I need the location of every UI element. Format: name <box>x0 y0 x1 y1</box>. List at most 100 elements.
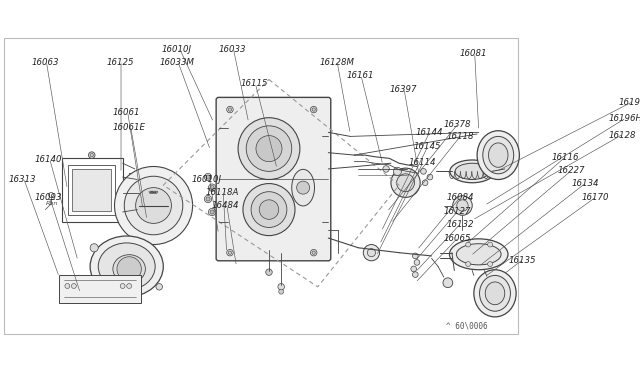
Circle shape <box>228 108 232 111</box>
Text: 16093: 16093 <box>35 193 62 202</box>
Circle shape <box>227 249 233 256</box>
Text: 16134: 16134 <box>572 180 599 189</box>
Bar <box>68 165 115 215</box>
Ellipse shape <box>449 239 508 270</box>
Text: 16128M: 16128M <box>319 58 355 67</box>
Circle shape <box>136 187 172 224</box>
Circle shape <box>466 242 470 247</box>
Text: 16125: 16125 <box>106 58 134 67</box>
Circle shape <box>90 244 99 252</box>
Circle shape <box>210 210 214 214</box>
Text: 16010J: 16010J <box>162 45 191 54</box>
Circle shape <box>420 169 426 174</box>
Ellipse shape <box>99 243 155 290</box>
Ellipse shape <box>477 131 520 180</box>
Text: 16033M: 16033M <box>160 58 195 67</box>
Text: 16140: 16140 <box>35 155 62 164</box>
Text: 16227: 16227 <box>557 167 585 176</box>
Text: 16313: 16313 <box>9 174 36 184</box>
Text: Rbn: Rbn <box>45 201 58 206</box>
Text: 16115: 16115 <box>241 80 268 89</box>
Text: 16170: 16170 <box>582 193 609 202</box>
Circle shape <box>412 272 418 278</box>
Text: 16484: 16484 <box>212 202 239 211</box>
Circle shape <box>259 200 279 219</box>
Circle shape <box>488 262 493 266</box>
Text: 16081: 16081 <box>460 49 488 58</box>
Circle shape <box>156 283 163 290</box>
Ellipse shape <box>456 244 501 265</box>
FancyBboxPatch shape <box>216 97 331 261</box>
Circle shape <box>227 106 233 113</box>
Text: 16010J: 16010J <box>192 174 221 184</box>
Circle shape <box>411 266 417 272</box>
Ellipse shape <box>292 169 314 206</box>
Circle shape <box>312 108 316 111</box>
Bar <box>61 158 123 222</box>
Circle shape <box>383 166 389 172</box>
Ellipse shape <box>488 143 508 167</box>
Circle shape <box>210 186 214 190</box>
Text: 16118A: 16118A <box>205 187 239 197</box>
Text: 16145: 16145 <box>413 142 441 151</box>
Circle shape <box>466 262 470 266</box>
Text: 16061: 16061 <box>113 108 140 117</box>
Circle shape <box>364 244 380 261</box>
Text: 16063: 16063 <box>31 58 59 67</box>
Text: ^ 60\0006: ^ 60\0006 <box>446 321 488 330</box>
Circle shape <box>127 283 132 288</box>
Text: 16196H: 16196H <box>609 115 640 124</box>
Circle shape <box>206 175 210 179</box>
Circle shape <box>296 181 310 194</box>
Text: 16118: 16118 <box>446 132 474 141</box>
Circle shape <box>238 118 300 180</box>
Circle shape <box>120 283 125 288</box>
Circle shape <box>90 154 93 157</box>
Text: 16132: 16132 <box>446 220 474 229</box>
Circle shape <box>443 278 452 288</box>
Text: 16127: 16127 <box>444 207 471 216</box>
Bar <box>72 169 111 211</box>
Circle shape <box>117 257 141 281</box>
Circle shape <box>488 242 493 247</box>
Text: 16378: 16378 <box>444 120 471 129</box>
Text: 16128: 16128 <box>609 131 636 140</box>
Ellipse shape <box>483 137 514 174</box>
Circle shape <box>206 197 210 201</box>
Circle shape <box>412 253 418 259</box>
Circle shape <box>72 283 76 288</box>
Circle shape <box>312 251 316 254</box>
Circle shape <box>124 176 183 235</box>
Circle shape <box>246 126 292 171</box>
Text: 16135: 16135 <box>509 256 536 265</box>
Text: 16196: 16196 <box>619 98 640 107</box>
Text: 16144: 16144 <box>415 128 443 137</box>
Circle shape <box>251 192 287 227</box>
Ellipse shape <box>113 255 145 283</box>
Circle shape <box>266 269 272 275</box>
Ellipse shape <box>479 275 511 311</box>
Circle shape <box>427 174 433 180</box>
Text: 16065: 16065 <box>444 234 471 243</box>
Circle shape <box>228 251 232 254</box>
Circle shape <box>88 152 95 158</box>
Circle shape <box>310 249 317 256</box>
Circle shape <box>209 208 216 216</box>
Text: 16061E: 16061E <box>113 123 146 132</box>
Circle shape <box>422 180 428 186</box>
Text: 16116: 16116 <box>552 153 579 162</box>
Circle shape <box>115 167 193 244</box>
Text: 16033: 16033 <box>219 45 246 54</box>
Circle shape <box>256 136 282 161</box>
Text: 16161: 16161 <box>346 71 374 80</box>
Bar <box>60 275 141 303</box>
Circle shape <box>391 168 420 198</box>
Circle shape <box>367 248 376 257</box>
Text: 16114: 16114 <box>409 158 436 167</box>
Circle shape <box>310 106 317 113</box>
Circle shape <box>209 184 216 191</box>
Ellipse shape <box>485 282 505 305</box>
Circle shape <box>279 289 284 294</box>
Circle shape <box>414 260 420 265</box>
Circle shape <box>278 283 284 290</box>
